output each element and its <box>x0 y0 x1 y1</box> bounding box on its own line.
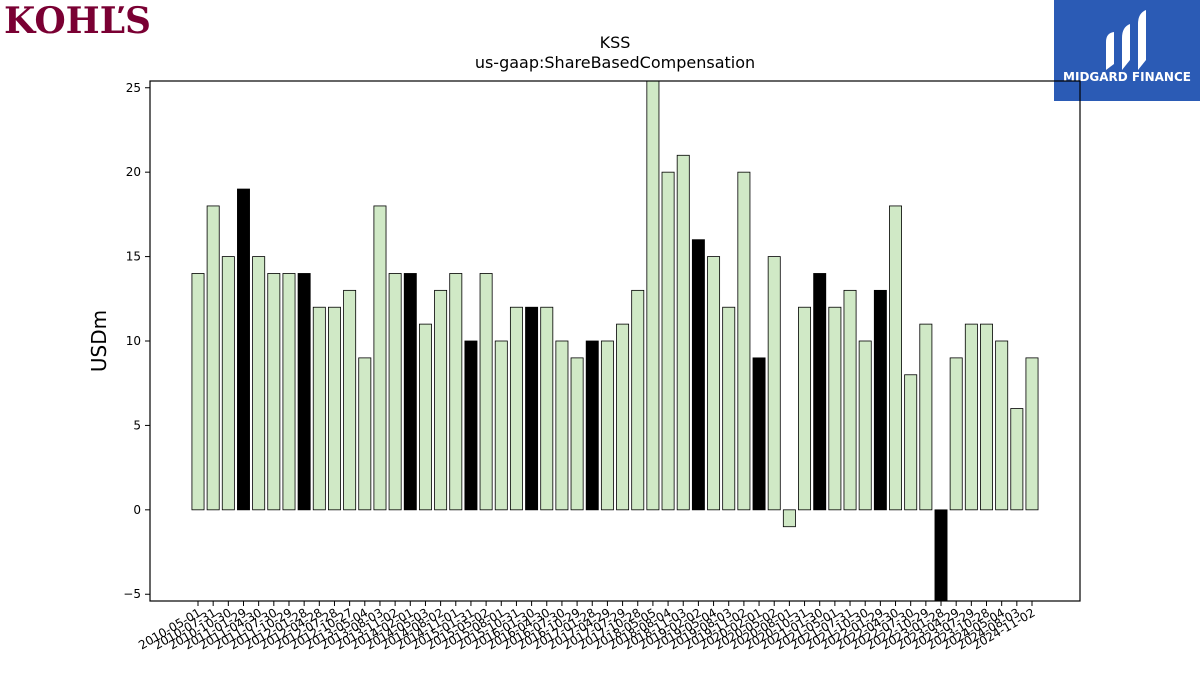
bar-2018-11-03 <box>676 154 690 511</box>
bar-2018-05-05 <box>646 81 660 511</box>
bar-2019-02-02 <box>691 239 705 511</box>
bar-2017-04-29 <box>600 340 614 511</box>
bar-2022-10-29 <box>919 323 933 511</box>
bar-2017-01-28 <box>585 340 599 511</box>
bar-2016-07-30 <box>555 340 569 511</box>
bar-2016-10-29 <box>570 357 584 511</box>
bar-2010-10-30 <box>221 256 235 511</box>
bar-2022-04-30 <box>889 205 902 511</box>
midgard-mark-icon <box>1106 10 1146 70</box>
bar-2023-04-29 <box>949 357 963 511</box>
bar-2020-02-01 <box>752 357 766 511</box>
chart-title: KSS <box>600 33 631 52</box>
bars-group <box>191 81 1039 601</box>
chart-subtitle: us-gaap:ShareBasedCompensation <box>475 53 755 72</box>
bar-2015-10-31 <box>509 306 523 511</box>
bar-2024-08-03 <box>1010 408 1024 511</box>
bar-2014-11-01 <box>449 273 463 511</box>
bar-2012-01-28 <box>297 273 311 511</box>
bar-2014-02-01 <box>403 273 417 511</box>
bar-2011-04-30 <box>252 256 266 511</box>
bar-2023-10-28 <box>980 323 993 511</box>
bar-2012-04-28 <box>312 306 326 511</box>
bar-2019-11-02 <box>737 171 751 511</box>
bar-2012-10-27 <box>343 289 357 511</box>
bar-2019-05-04 <box>707 256 721 511</box>
midgard-finance-logo: MIDGARD FINANCE <box>1054 0 1200 101</box>
bar-2020-05-02 <box>767 256 781 511</box>
bar-2020-08-01 <box>782 509 796 528</box>
bar-2021-07-31 <box>843 289 857 511</box>
bar-2016-04-30 <box>540 306 554 511</box>
bar-2018-08-04 <box>661 171 675 511</box>
midgard-logo-text: MIDGARD FINANCE <box>1063 70 1191 84</box>
bar-2013-11-02 <box>388 273 402 511</box>
bar-2024-05-04 <box>995 340 1009 511</box>
bar-2022-01-29 <box>873 289 887 511</box>
kohls-logo: KOHĽS <box>4 2 151 42</box>
bar-2023-07-29 <box>964 323 978 511</box>
bar-2014-08-02 <box>434 289 448 511</box>
y-tick-label: 20 <box>126 165 141 179</box>
y-axis-label: USDm <box>87 310 111 372</box>
bar-2017-10-28 <box>631 289 645 511</box>
bar-2012-07-28 <box>328 306 341 511</box>
kohls-logo-text: KOHĽS <box>4 2 151 42</box>
bar-2017-07-29 <box>616 323 630 511</box>
bar-2010-07-31 <box>206 205 220 511</box>
bar-2021-05-01 <box>828 306 842 511</box>
bar-2020-10-31 <box>798 306 812 511</box>
plot-frame <box>149 80 1081 602</box>
bar-2016-01-30 <box>525 306 539 511</box>
bar-2022-07-30 <box>904 374 918 511</box>
y-tick-label: 5 <box>133 418 141 432</box>
y-tick-label: 0 <box>133 503 141 517</box>
bar-2021-01-30 <box>813 273 827 511</box>
bar-2013-05-04 <box>358 357 372 511</box>
bar-2024-11-02 <box>1025 357 1039 511</box>
y-axis: −5 0 5 10 15 20 25 <box>123 81 150 601</box>
bar-2015-05-02 <box>479 273 493 511</box>
bar-2015-01-31 <box>464 340 478 511</box>
y-tick-label: 15 <box>126 250 141 264</box>
y-tick-label: −5 <box>123 587 141 601</box>
x-axis: 2010-05-012010-07-312010-10-302011-01-29… <box>136 601 1038 652</box>
bar-2013-08-03 <box>373 205 387 511</box>
bar-2011-01-29 <box>237 188 250 511</box>
y-tick-label: 10 <box>126 334 141 348</box>
bar-2015-08-01 <box>494 340 508 511</box>
y-tick-label: 25 <box>126 81 141 95</box>
bar-2010-05-01 <box>191 273 205 511</box>
bar-2021-10-30 <box>858 340 872 511</box>
bar-2011-07-30 <box>267 273 281 511</box>
bar-2014-05-03 <box>418 323 432 511</box>
bar-2019-08-03 <box>722 306 736 511</box>
bar-2011-10-29 <box>282 273 296 511</box>
bar-2023-01-28 <box>934 509 948 601</box>
